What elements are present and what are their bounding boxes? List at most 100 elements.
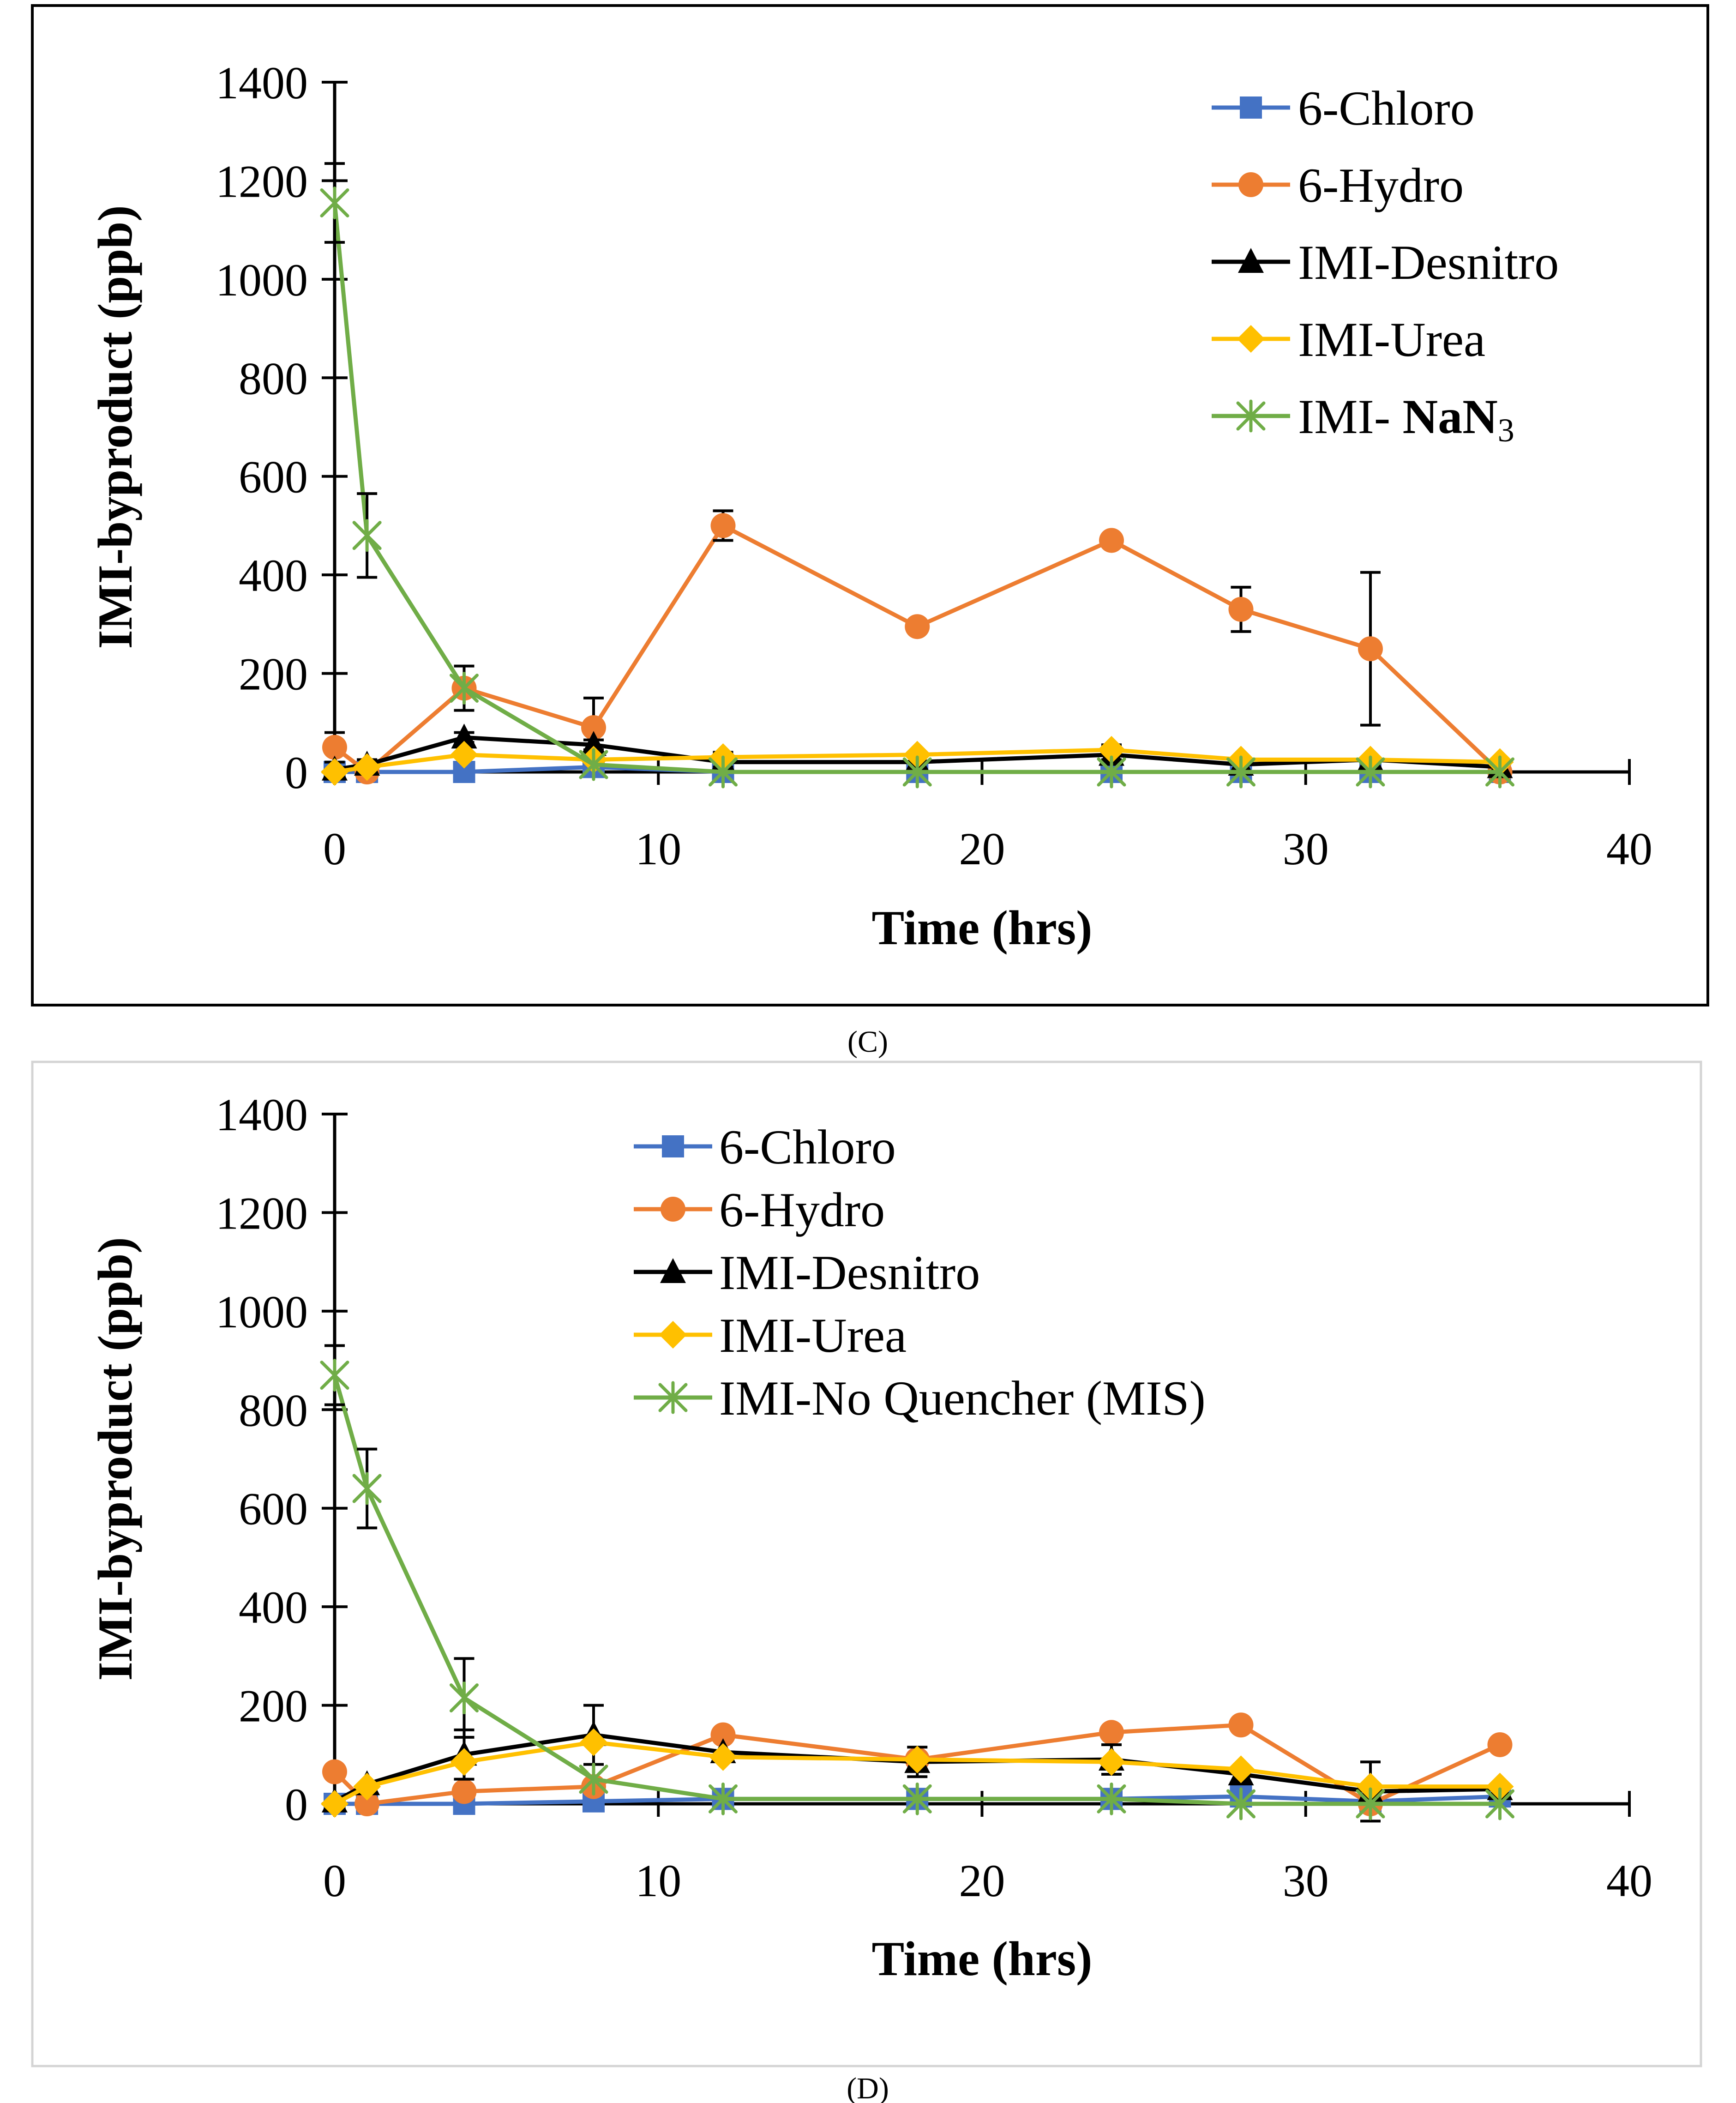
panel-d-x-tick-label-30: 30 — [1283, 1855, 1329, 1906]
panel-c-legend-label-imi-desnitro: IMI-Desnitro — [1298, 235, 1559, 289]
panel-c-y-tick-label-400: 400 — [239, 550, 308, 601]
panel-d-frame — [31, 1061, 1702, 2067]
panel-d-series-imi-no-quencher-mis-point-3 — [579, 1763, 608, 1796]
panel-d-legend-label-imi-urea: IMI-Urea — [719, 1308, 907, 1362]
panel-c-series-imi-nan3-point-3 — [579, 748, 608, 781]
panel-d-series-6-hydro-point-2 — [451, 1779, 477, 1804]
panel-d-legend-label-imi-desnitro: IMI-Desnitro — [719, 1246, 980, 1300]
panel-d-legend-marker-6-hydro — [661, 1197, 685, 1222]
panel-c-series-imi-urea-line — [334, 747, 1500, 774]
panel-d-series-imi-urea-line — [333, 1740, 1500, 1806]
panel-c-legend-entry-imi-desnitro: IMI-Desnitro — [1212, 235, 1559, 289]
panel-c-y-tick-label-0: 0 — [285, 747, 308, 798]
panel-c-series-imi-nan3-point-0-stroke — [320, 186, 349, 219]
panel-c-series-6-hydro-point-3 — [581, 715, 606, 740]
panel-c-series-6-hydro-line — [333, 523, 1502, 774]
panel-d-series-6-hydro-line — [333, 1723, 1501, 1806]
panel-c-series-imi-nan3-point-1 — [352, 519, 382, 552]
chart-panel-d: (D) 0 200 400 600 800 1000 1200 1400 0 10 20 30 40 Ti… — [88, 1089, 1652, 2103]
panel-d-y-tick-label-400: 400 — [239, 1582, 308, 1633]
panel-c-series-imi-nan3-point-2-stroke — [450, 672, 479, 705]
panel-c-y-tick-label-1400: 1400 — [216, 57, 308, 108]
panel-d-series-6-hydro-point-1 — [354, 1791, 380, 1816]
panel-d-series-6-hydro-point-9 — [1487, 1732, 1513, 1757]
panel-d-legend-marker-imi-no-quencher-mis — [658, 1381, 688, 1414]
panel-d-y-tick-label-1000: 1000 — [216, 1286, 308, 1338]
panel-c-legend-label-6-chloro: 6-Chloro — [1298, 81, 1475, 135]
panel-d-series-imi-no-quencher-mis-point-8-stroke — [1356, 1787, 1385, 1820]
panel-c-series-imi-desnitro-point-2 — [451, 723, 477, 749]
panel-d-series-imi-no-quencher-mis-point-2-stroke — [450, 1681, 479, 1715]
panel-c-series-imi-desnitro-line — [334, 735, 1500, 772]
panel-c-legend-marker-6-hydro — [1238, 172, 1263, 197]
panel-d-legend-label-6-chloro: 6-Chloro — [719, 1120, 896, 1174]
panel-d-series-imi-no-quencher-mis-point-6 — [1097, 1782, 1126, 1815]
panel-d-legend-label-6-hydro: 6-Hydro — [719, 1183, 885, 1237]
panel-c-series-imi-nan3-point-6-stroke — [1097, 755, 1126, 789]
panel-d-series-imi-urea-point-3 — [580, 1728, 607, 1756]
panel-c-y-tick-label-1200: 1200 — [216, 156, 308, 207]
panel-c-legend-label-6-hydro: 6-Hydro — [1298, 158, 1464, 212]
panel-c-series-imi-urea-point-2 — [450, 741, 478, 769]
panel-d-series-imi-no-quencher-mis-point-1 — [352, 1472, 382, 1505]
panel-c-legend-entry-6-chloro: 6-Chloro — [1212, 81, 1475, 135]
panel-c-series-imi-urea-point-0 — [321, 758, 348, 786]
chart-panel-c: (C) 0 200 400 600 800 1000 1200 1400 0 10 20 30 40 Ti… — [88, 57, 1652, 1059]
panel-c-x-tick-label-0: 0 — [323, 823, 346, 874]
panel-d-series-imi-no-quencher-mis-point-1-stroke — [352, 1472, 382, 1505]
panel-d-x-tick-label-10: 10 — [635, 1855, 681, 1906]
panel-d-series-imi-no-quencher-mis-point-3-stroke — [579, 1763, 608, 1796]
panel-c-legend-marker-6-chloro — [1240, 96, 1262, 119]
panel-c-legend-entry-6-hydro: 6-Hydro — [1212, 158, 1464, 212]
panel-d-x-tick-label-40: 40 — [1606, 1855, 1652, 1906]
panel-d-series-imi-urea-point-9 — [1486, 1772, 1514, 1801]
panel-c-y-axis-title: IMI-byproduct (ppb) — [88, 205, 142, 649]
panel-c-series-imi-nan3-point-5 — [902, 755, 932, 789]
panel-c-legend-marker-imi-nan3 — [1236, 399, 1266, 433]
panel-d-x-axis-title: Time (hrs) — [872, 1932, 1093, 1986]
panel-c-series-imi-nan3-point-9-stroke — [1485, 755, 1514, 789]
panel-d-legend-entry-6-chloro: 6-Chloro — [634, 1120, 896, 1174]
panel-d-y-tick-label-800: 800 — [239, 1385, 308, 1436]
panel-c-series-imi-desnitro-point-3 — [581, 731, 607, 756]
panel-d-series-imi-no-quencher-mis-line — [332, 1374, 1500, 1806]
panel-c-series-6-hydro-point-6 — [1099, 528, 1124, 553]
panel-d-legend-marker-imi-urea — [659, 1321, 687, 1349]
panel-d-series-imi-no-quencher-mis-point-8 — [1356, 1787, 1385, 1820]
panel-c-series-6-hydro-point-8 — [1358, 636, 1383, 662]
panel-c-series-imi-nan3-point-3-stroke — [579, 748, 608, 781]
panel-c-series-imi-nan3-line — [332, 203, 1500, 774]
panel-d-series-imi-urea-point-8 — [1357, 1772, 1384, 1801]
panel-d-y-tick-label-1400: 1400 — [216, 1089, 308, 1140]
panel-c-series-6-hydro-point-7 — [1228, 597, 1254, 622]
panel-c-frame — [31, 4, 1709, 1006]
panel-d-series-imi-urea-point-5 — [903, 1745, 931, 1773]
panel-d-series-imi-no-quencher-mis-point-0 — [320, 1359, 349, 1392]
panel-c-label: (C) — [847, 1025, 888, 1059]
panel-d-series-imi-urea-point-2 — [450, 1748, 478, 1776]
panel-c-series-6-hydro-point-5 — [905, 614, 930, 639]
panel-d-series-imi-no-quencher-mis-point-4-stroke — [709, 1782, 738, 1815]
panel-c-x-tick-label-20: 20 — [959, 823, 1005, 874]
panel-c-y-tick-label-800: 800 — [239, 353, 308, 404]
panel-c-series-imi-nan3-point-7 — [1226, 755, 1255, 789]
panel-c-y-tick-label-1000: 1000 — [216, 254, 308, 306]
panel-d-series-imi-no-quencher-mis-point-5-stroke — [902, 1782, 932, 1815]
panel-d-legend-marker-imi-desnitro — [660, 1258, 686, 1283]
panel-d-series-imi-urea-point-0 — [321, 1790, 348, 1818]
panel-c-legend-label-prefix: IMI- — [1298, 390, 1403, 444]
panel-c-legend-entry-imi-urea: IMI-Urea — [1212, 313, 1485, 367]
panel-d-legend-marker-6-chloro — [662, 1135, 684, 1157]
panel-d-series-6-hydro-point-7 — [1228, 1712, 1254, 1738]
panel-d-series-imi-urea-point-1 — [353, 1772, 381, 1801]
panel-c-series-imi-nan3-point-4-stroke — [709, 755, 738, 789]
panel-d-series-imi-no-quencher-mis-point-9-stroke — [1485, 1787, 1514, 1820]
panel-d-y-tick-label-1200: 1200 — [216, 1187, 308, 1239]
panel-c-series-imi-nan3-point-4 — [709, 755, 738, 789]
panel-c-series-6-hydro-point-4 — [710, 513, 736, 538]
panel-c-x-axis-title: Time (hrs) — [872, 901, 1093, 955]
panel-d-series-imi-no-quencher-mis-point-4 — [709, 1782, 738, 1815]
panel-c-series-imi-nan3-point-8-stroke — [1356, 755, 1385, 789]
panel-d-series-imi-urea-point-4 — [709, 1743, 737, 1771]
